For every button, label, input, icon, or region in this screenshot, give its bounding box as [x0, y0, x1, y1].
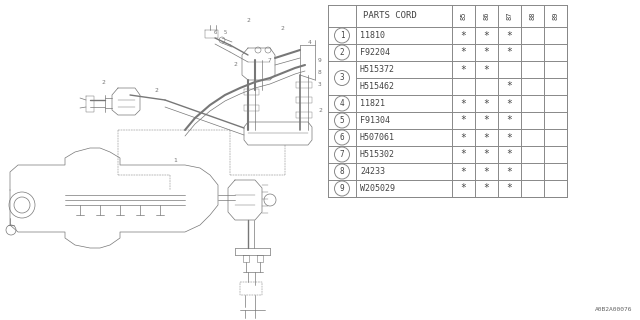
Text: *: *: [461, 65, 467, 75]
Text: 7: 7: [268, 58, 272, 62]
Text: *: *: [507, 30, 513, 41]
Text: 5: 5: [340, 116, 344, 125]
Text: 8: 8: [318, 69, 322, 75]
Text: 11810: 11810: [360, 31, 385, 40]
Text: 2: 2: [154, 87, 158, 92]
Text: 7: 7: [340, 150, 344, 159]
Text: *: *: [507, 183, 513, 194]
Text: 89: 89: [552, 12, 559, 20]
Text: 2: 2: [340, 48, 344, 57]
Text: *: *: [484, 149, 490, 159]
Text: *: *: [461, 99, 467, 108]
Text: 2: 2: [318, 108, 322, 113]
Text: 88: 88: [529, 12, 536, 20]
Text: H507061: H507061: [360, 133, 395, 142]
Text: *: *: [507, 82, 513, 92]
Text: F91304: F91304: [360, 116, 390, 125]
Text: *: *: [507, 99, 513, 108]
Text: 5: 5: [223, 30, 227, 36]
Text: F92204: F92204: [360, 48, 390, 57]
Text: 2: 2: [101, 79, 105, 84]
Text: 6: 6: [340, 133, 344, 142]
Text: *: *: [461, 183, 467, 194]
Text: 86: 86: [483, 12, 490, 20]
Text: 11821: 11821: [360, 99, 385, 108]
Text: *: *: [507, 116, 513, 125]
Text: 4: 4: [340, 99, 344, 108]
Text: PARTS CORD: PARTS CORD: [363, 12, 417, 20]
Text: *: *: [484, 30, 490, 41]
Text: *: *: [507, 166, 513, 177]
Text: H515372: H515372: [360, 65, 395, 74]
Text: *: *: [484, 65, 490, 75]
Text: *: *: [507, 47, 513, 58]
Text: 9: 9: [340, 184, 344, 193]
Text: 4: 4: [308, 39, 312, 44]
Text: *: *: [484, 47, 490, 58]
Text: *: *: [484, 183, 490, 194]
Text: *: *: [461, 30, 467, 41]
Text: 9: 9: [318, 58, 322, 62]
Text: 24233: 24233: [360, 167, 385, 176]
Text: 1: 1: [173, 157, 177, 163]
Text: H515302: H515302: [360, 150, 395, 159]
Text: *: *: [484, 166, 490, 177]
Text: *: *: [461, 116, 467, 125]
Text: *: *: [507, 149, 513, 159]
Text: *: *: [484, 132, 490, 142]
Text: 3: 3: [318, 82, 322, 86]
Text: 85: 85: [461, 12, 467, 20]
Text: *: *: [461, 47, 467, 58]
Text: 2: 2: [280, 26, 284, 30]
Text: *: *: [484, 99, 490, 108]
Text: *: *: [484, 116, 490, 125]
Text: *: *: [461, 132, 467, 142]
Text: 3: 3: [340, 74, 344, 83]
Text: 1: 1: [340, 31, 344, 40]
Text: *: *: [507, 132, 513, 142]
Text: 2: 2: [233, 62, 237, 68]
Text: W205029: W205029: [360, 184, 395, 193]
Text: 8: 8: [340, 167, 344, 176]
Text: H515462: H515462: [360, 82, 395, 91]
Text: 6: 6: [213, 30, 216, 36]
Text: 87: 87: [506, 12, 513, 20]
Text: *: *: [461, 166, 467, 177]
Text: A0B2A00076: A0B2A00076: [595, 307, 632, 312]
Text: 2: 2: [246, 18, 250, 22]
Text: *: *: [461, 149, 467, 159]
